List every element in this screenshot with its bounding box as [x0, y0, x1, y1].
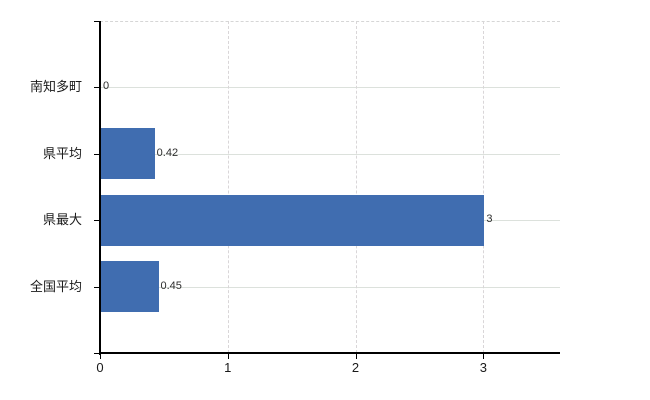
- bar: [101, 261, 159, 313]
- gridline-vertical: [483, 21, 485, 353]
- y-axis-tick: [94, 286, 100, 288]
- bar-value-label: 0.45: [160, 279, 182, 292]
- category-label: 全国平均: [29, 278, 82, 294]
- gridline-horizontal: [101, 87, 560, 89]
- y-axis-tick: [94, 353, 100, 354]
- gridline-horizontal: [101, 153, 560, 155]
- bar-value-label: 0: [103, 80, 110, 93]
- x-axis-tick-label: 0: [96, 360, 104, 375]
- y-axis-tick: [94, 21, 100, 22]
- y-axis-tick: [94, 87, 100, 89]
- x-axis-tick-label: 3: [479, 360, 487, 375]
- gridline-vertical: [227, 21, 229, 353]
- plot-top-border: [100, 21, 560, 22]
- x-axis-tick-label: 2: [351, 360, 360, 375]
- bar: [101, 194, 485, 246]
- y-axis-tick: [94, 153, 100, 155]
- gridline-horizontal: [101, 286, 560, 288]
- bar: [101, 128, 155, 180]
- bar-value-label: 3: [486, 213, 493, 226]
- y-axis: [99, 21, 101, 355]
- x-axis-tick: [100, 354, 101, 359]
- y-axis-tick: [94, 220, 100, 222]
- bar-value-label: 0.42: [156, 146, 179, 159]
- category-label: 南知多町: [29, 79, 82, 95]
- x-axis-tick: [227, 354, 229, 359]
- x-axis: [100, 352, 560, 354]
- category-label: 県最大: [42, 212, 82, 228]
- category-label: 県平均: [42, 145, 82, 161]
- x-axis-tick: [483, 354, 485, 359]
- x-axis-tick-label: 1: [224, 360, 232, 375]
- gridline-vertical: [355, 21, 357, 353]
- x-axis-tick: [355, 354, 357, 359]
